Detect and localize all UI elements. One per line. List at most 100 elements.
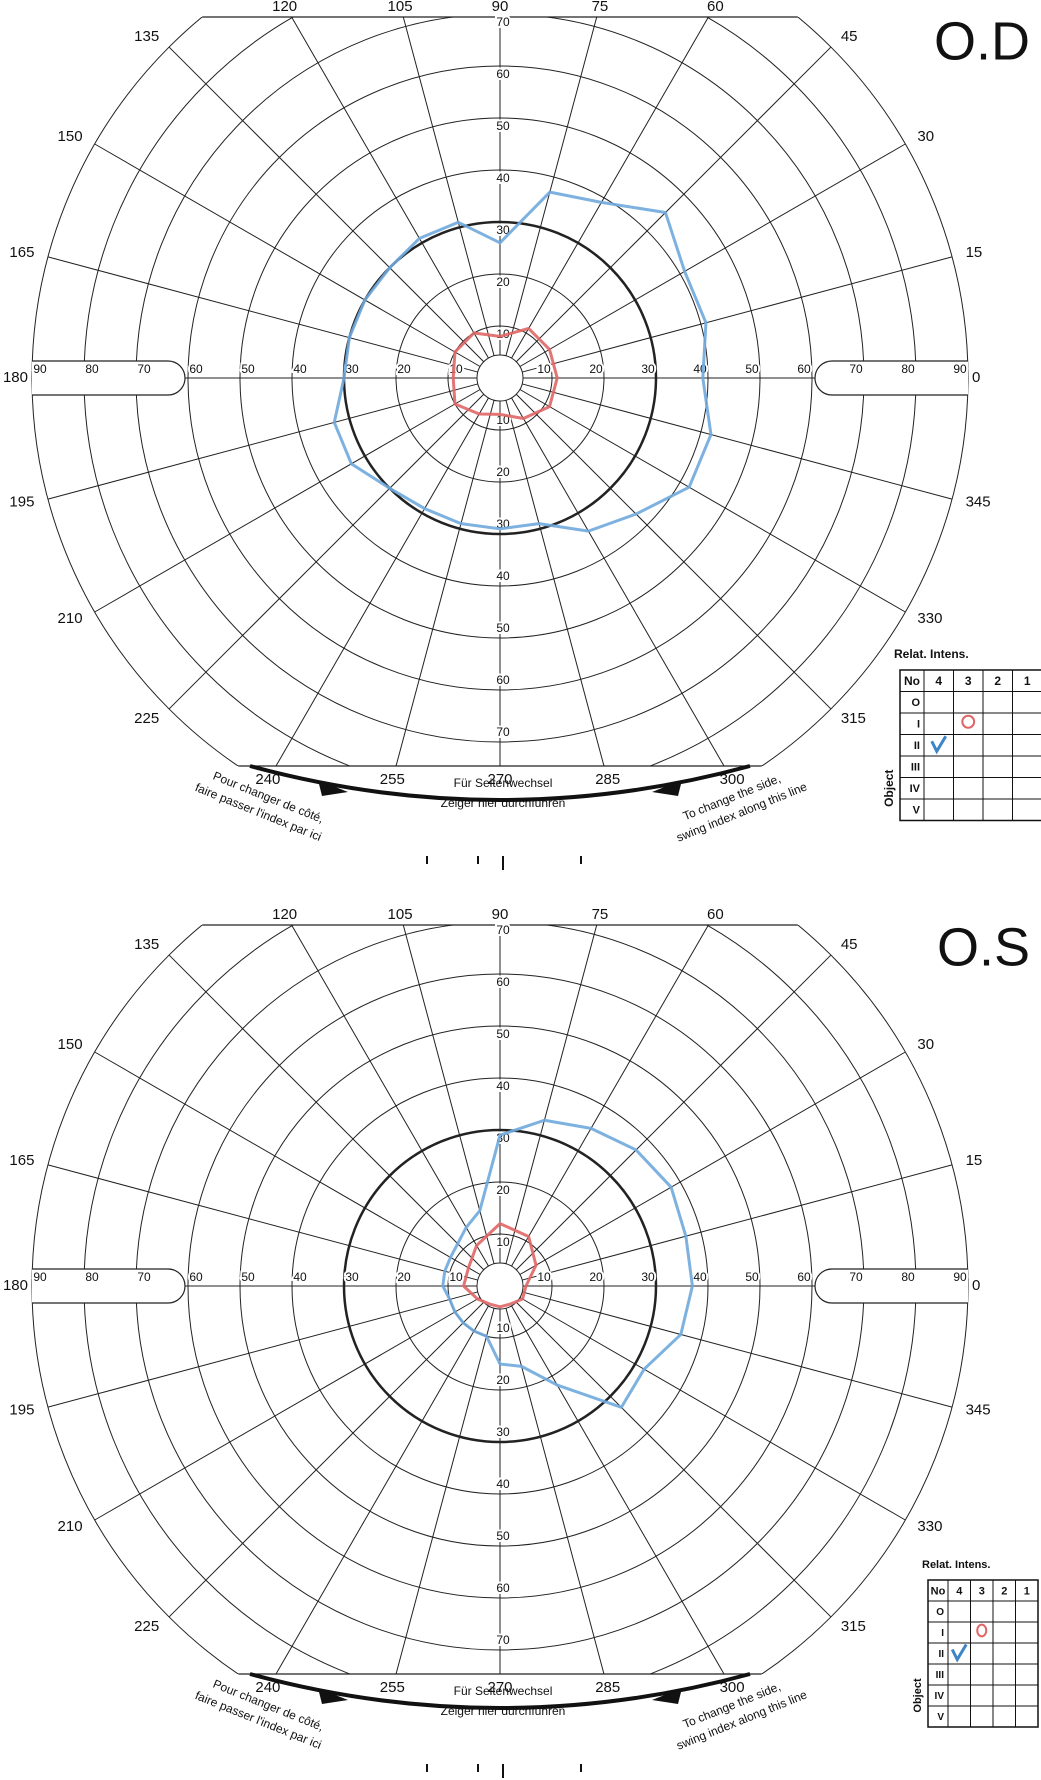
meridian-label: 165 — [9, 1152, 34, 1169]
meridian — [522, 383, 953, 500]
meridian-label: 225 — [134, 710, 159, 727]
meridian — [515, 1301, 832, 1618]
meridian-label: 210 — [58, 610, 83, 627]
meridian — [505, 400, 605, 766]
ring-label: 40 — [293, 1270, 307, 1284]
ring-label: 60 — [496, 975, 510, 989]
arrow — [652, 1688, 682, 1704]
ring-label: 10 — [496, 1321, 510, 1335]
meridian — [505, 1308, 605, 1674]
meridian-label: 285 — [595, 771, 620, 788]
ring-label: 50 — [496, 1027, 510, 1041]
ring-label: 20 — [496, 1183, 510, 1197]
ring-label: 60 — [797, 362, 811, 376]
table-header: 1 — [1024, 1585, 1030, 1597]
ring-label: 10 — [449, 362, 463, 376]
ring-label: 70 — [496, 1633, 510, 1647]
ring-label: 20 — [496, 465, 510, 479]
table-row-label: IV — [935, 1691, 945, 1702]
table-frame — [899, 669, 1041, 822]
table-row-label: V — [937, 1712, 944, 1723]
isopter — [441, 1118, 694, 1409]
footer-text: Zeiger hier durchführen — [441, 796, 566, 810]
meridian — [94, 1297, 481, 1521]
ring-label: 30 — [345, 1270, 359, 1284]
meridian-label: 150 — [58, 1036, 83, 1053]
table-title: Relat. Intens. — [894, 647, 969, 661]
meridian-label: 315 — [841, 710, 866, 727]
meridian — [515, 954, 832, 1271]
meridian-label: 225 — [134, 1618, 159, 1635]
meridian-label: 105 — [388, 0, 413, 15]
meridian-label: 15 — [966, 244, 983, 261]
meridian — [290, 925, 489, 1267]
ring-label: 30 — [641, 1270, 655, 1284]
meridian — [515, 46, 832, 363]
ring-label: 40 — [496, 569, 510, 583]
meridian — [168, 1301, 485, 1618]
meridian-label: 315 — [841, 1618, 866, 1635]
meridian-label: 285 — [595, 1679, 620, 1696]
meridian — [519, 389, 906, 613]
meridian-label: 345 — [966, 494, 991, 511]
ring-label: 40 — [496, 1079, 510, 1093]
meridian-label: 195 — [9, 1402, 34, 1419]
meridian — [275, 397, 489, 766]
meridian-label: 135 — [134, 28, 159, 45]
ring-label: 80 — [85, 362, 99, 376]
table-frame — [927, 1579, 1039, 1728]
ring-label: 60 — [496, 67, 510, 81]
meridian — [505, 17, 598, 356]
meridian-label: 300 — [720, 1679, 745, 1696]
side-tab — [32, 1268, 186, 1304]
meridian — [94, 143, 481, 367]
meridian — [168, 393, 485, 710]
table-row-label: I — [941, 1628, 944, 1639]
meridian-label: 60 — [707, 0, 724, 15]
meridian-label: 270 — [487, 1679, 512, 1696]
ring-label: 10 — [496, 1235, 510, 1249]
meridian-label: 180 — [3, 369, 28, 386]
footer-text: Zeiger hier durchführen — [441, 1704, 566, 1718]
ring-label: 20 — [589, 1270, 603, 1284]
isopter — [451, 326, 559, 421]
table-row-label: III — [936, 1670, 945, 1681]
table-row-label: O — [936, 1607, 944, 1618]
table-header: 2 — [994, 674, 1001, 688]
meridian — [522, 256, 953, 373]
meridian — [522, 1291, 953, 1408]
ring-label: 70 — [496, 15, 510, 29]
footer-text: Für Seitenwechsel — [454, 1684, 553, 1698]
meridian-label: 345 — [966, 1402, 991, 1419]
meridian-label: 300 — [720, 771, 745, 788]
ring-label: 40 — [693, 1270, 707, 1284]
ring-label: 10 — [537, 362, 551, 376]
ring-label: 50 — [496, 621, 510, 635]
meridian-label: 0 — [972, 1277, 980, 1294]
eye-title: O.S — [937, 917, 1030, 977]
hand-mark — [961, 714, 976, 729]
hand-mark — [930, 735, 948, 755]
meridian-label: 270 — [487, 771, 512, 788]
ring-label: 90 — [33, 1270, 47, 1284]
ring-label: 80 — [85, 1270, 99, 1284]
ring-label: 90 — [953, 1270, 967, 1284]
ring-label: 10 — [537, 1270, 551, 1284]
table-row-label: V — [913, 805, 921, 817]
meridian-label: 0 — [972, 369, 980, 386]
ring-label: 50 — [241, 362, 255, 376]
meridian-label: 240 — [255, 771, 280, 788]
ring-label: 80 — [901, 1270, 915, 1284]
meridian — [47, 1291, 478, 1408]
object-label: Object — [912, 1678, 924, 1713]
meridian — [522, 1164, 953, 1281]
meridian-label: 210 — [58, 1518, 83, 1535]
side-tab — [814, 1268, 968, 1304]
ring-label: 30 — [496, 1425, 510, 1439]
ring-label: 50 — [496, 1529, 510, 1543]
meridian-label: 135 — [134, 936, 159, 953]
meridian — [94, 389, 481, 613]
table-title: Relat. Intens. — [922, 1559, 990, 1571]
ring-label: 50 — [745, 1270, 759, 1284]
meridian-label: 120 — [272, 906, 297, 923]
